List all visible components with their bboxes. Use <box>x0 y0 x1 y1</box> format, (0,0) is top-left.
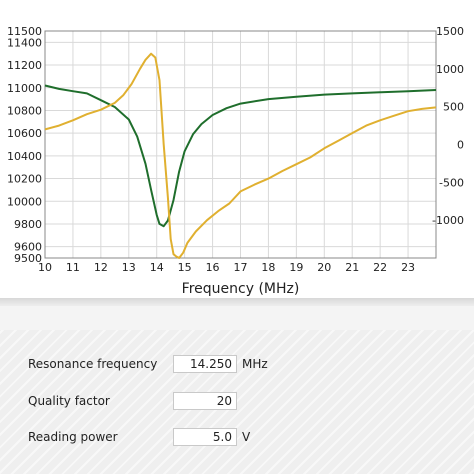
y-left-tick-label: 11400 <box>7 36 42 49</box>
y-right-tick-label: 500 <box>443 101 464 114</box>
y-left-tick-label: 11000 <box>7 82 42 95</box>
x-tick-label: 14 <box>150 261 164 274</box>
resonance-frequency-label: Resonance frequency <box>28 357 158 371</box>
quality-factor-field[interactable]: 20 <box>173 392 237 410</box>
y-left-tick-label: 11500 <box>7 25 42 38</box>
y-right-tick-label: 0 <box>457 139 464 152</box>
y-left-tick-label: 10800 <box>7 104 42 117</box>
x-tick-label: 12 <box>94 261 108 274</box>
series-line-yellow <box>44 52 437 259</box>
x-tick-label: 20 <box>317 261 331 274</box>
x-tick-label: 16 <box>206 261 220 274</box>
y-left-tick-label: 11200 <box>7 59 42 72</box>
reading-power-field[interactable]: 5.0 <box>173 428 237 446</box>
chart-series <box>44 52 437 259</box>
y-right-tick-label: -500 <box>439 176 464 189</box>
x-tick-label: 10 <box>38 261 52 274</box>
x-tick-label: 18 <box>261 261 275 274</box>
y-left-tick-label: 9800 <box>14 218 42 231</box>
y-left-tick-label: 10600 <box>7 127 42 140</box>
controls-panel <box>0 306 474 474</box>
x-axis-label: Frequency (MHz) <box>182 281 300 297</box>
resonance-frequency-field[interactable]: 14.250 <box>173 355 237 373</box>
y-left-tick-label: 9600 <box>14 241 42 254</box>
x-tick-label: 22 <box>373 261 387 274</box>
x-tick-label: 17 <box>234 261 248 274</box>
plot-area <box>44 30 437 259</box>
quality-factor-row: Quality factor 20 <box>0 392 474 412</box>
x-tick-label: 23 <box>401 261 415 274</box>
reading-power-unit: V <box>242 430 251 444</box>
resonance-frequency-unit: MHz <box>242 357 268 371</box>
y-left-tick-label: 10200 <box>7 173 42 186</box>
y-left-tick-label: 10400 <box>7 150 42 163</box>
y-right-tick-label: 1000 <box>436 63 464 76</box>
resonance-frequency-row: Resonance frequency 14.250 MHz <box>0 355 474 375</box>
reading-power-label: Reading power <box>28 430 118 444</box>
x-tick-label: 15 <box>178 261 192 274</box>
controls-panel-header <box>0 306 474 330</box>
y-right-tick-label: -1000 <box>432 214 464 227</box>
y-left-tick-label: 10000 <box>7 195 42 208</box>
chart-grid <box>44 30 436 259</box>
x-tick-label: 19 <box>289 261 303 274</box>
x-tick-label: 11 <box>66 261 80 274</box>
reading-power-row: Reading power 5.0 V <box>0 428 474 448</box>
y-right-tick-label: 1500 <box>436 25 464 38</box>
x-tick-label: 13 <box>122 261 136 274</box>
quality-factor-label: Quality factor <box>28 394 110 408</box>
x-tick-label: 21 <box>345 261 359 274</box>
section-divider <box>0 298 474 306</box>
y-left-tick-label: 9500 <box>14 252 42 265</box>
